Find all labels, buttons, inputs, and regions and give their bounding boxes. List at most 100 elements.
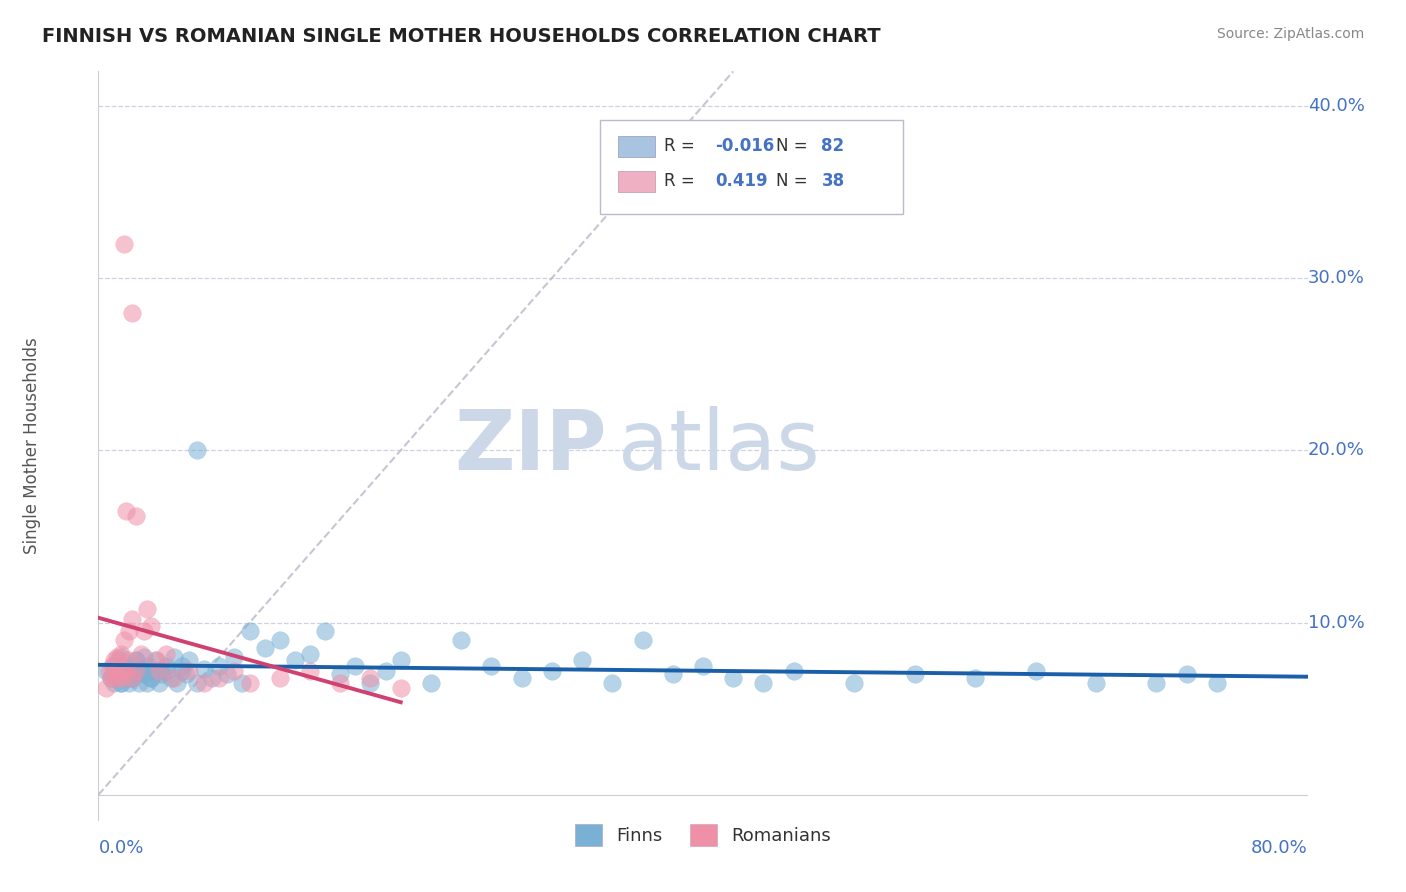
Point (314, 624, 336, 639)
Point (155, 647, 177, 661)
Point (121, 612, 143, 626)
Text: atlas: atlas (619, 406, 820, 486)
Point (193, 676, 215, 690)
Point (692, 658, 714, 673)
Point (904, 667, 927, 681)
Point (208, 658, 231, 673)
Point (94, 664, 117, 678)
Point (118, 624, 141, 639)
Point (118, 653, 141, 667)
Point (132, 667, 155, 681)
Point (111, 671, 134, 685)
Point (186, 443, 208, 458)
Point (121, 671, 143, 685)
Point (107, 671, 129, 685)
Point (94, 681, 117, 695)
Point (299, 647, 322, 661)
Text: 40.0%: 40.0% (1308, 97, 1364, 115)
FancyBboxPatch shape (619, 171, 655, 192)
Text: R =: R = (664, 172, 695, 190)
Point (284, 653, 307, 667)
Point (344, 658, 367, 673)
Point (121, 658, 143, 673)
Point (118, 662, 141, 676)
Point (179, 664, 201, 678)
Text: 80.0%: 80.0% (1251, 839, 1308, 857)
Point (661, 667, 683, 681)
FancyBboxPatch shape (600, 120, 903, 214)
Point (145, 653, 167, 667)
Point (110, 647, 132, 661)
Text: 0.419: 0.419 (716, 172, 768, 190)
Point (141, 664, 163, 678)
Point (374, 664, 396, 678)
Point (299, 664, 322, 678)
Point (174, 667, 197, 681)
Point (103, 676, 125, 690)
Point (105, 667, 128, 681)
Point (110, 676, 132, 690)
Point (114, 503, 136, 517)
Point (118, 676, 141, 690)
Point (481, 658, 503, 673)
Point (389, 681, 412, 695)
Text: Source: ZipAtlas.com: Source: ZipAtlas.com (1216, 27, 1364, 41)
Point (239, 676, 262, 690)
Point (179, 653, 201, 667)
Point (148, 676, 170, 690)
Text: 10.0%: 10.0% (1308, 614, 1364, 632)
Point (420, 676, 443, 690)
Point (360, 676, 382, 690)
Point (170, 658, 193, 673)
Point (148, 664, 170, 678)
Point (208, 671, 231, 685)
Point (148, 664, 170, 678)
Point (1206, 676, 1229, 690)
Text: R =: R = (664, 136, 695, 154)
Point (723, 671, 745, 685)
Point (163, 650, 186, 665)
Point (389, 653, 412, 667)
Point (125, 667, 148, 681)
Point (631, 632, 654, 647)
Point (752, 676, 775, 690)
Point (540, 664, 562, 678)
Point (105, 650, 128, 665)
Point (110, 664, 132, 678)
Point (125, 653, 148, 667)
Point (141, 671, 163, 685)
Point (783, 664, 806, 678)
Point (201, 671, 224, 685)
Point (112, 632, 135, 647)
Point (129, 647, 152, 661)
Text: -0.016: -0.016 (716, 136, 775, 154)
Point (1175, 667, 1198, 681)
Point (224, 650, 246, 665)
Point (110, 676, 132, 690)
Point (114, 671, 136, 685)
Point (224, 664, 246, 678)
Point (1085, 676, 1108, 690)
Point (98, 664, 121, 678)
Point (450, 632, 472, 647)
Point (160, 671, 183, 685)
Text: N =: N = (776, 136, 807, 154)
Point (253, 641, 276, 656)
Point (269, 671, 291, 685)
Text: 38: 38 (821, 172, 845, 190)
Point (239, 624, 262, 639)
Point (231, 676, 253, 690)
Point (155, 664, 177, 678)
Point (965, 671, 987, 685)
Point (510, 671, 533, 685)
Point (132, 650, 155, 665)
Text: 20.0%: 20.0% (1308, 442, 1364, 459)
Point (125, 664, 148, 678)
Point (1144, 676, 1167, 690)
Point (110, 650, 132, 665)
Point (163, 671, 186, 685)
Text: ZIP: ZIP (454, 406, 606, 486)
Point (571, 653, 593, 667)
Text: 0.0%: 0.0% (98, 839, 143, 857)
Point (128, 676, 150, 690)
